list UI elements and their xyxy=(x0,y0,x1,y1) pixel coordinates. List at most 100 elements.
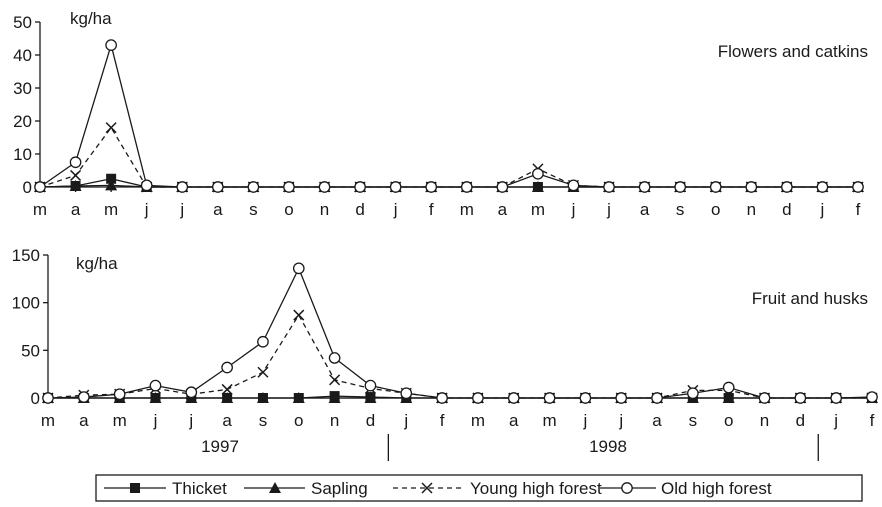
data-point-old-high-forest xyxy=(794,392,807,404)
data-point-old-high-forest xyxy=(567,179,580,192)
x-tick-label: n xyxy=(320,200,329,219)
data-point-old-high-forest xyxy=(211,181,224,193)
x-tick-label: j xyxy=(153,411,158,430)
x-tick-label: f xyxy=(870,411,875,430)
legend-label: Young high forest xyxy=(470,479,602,498)
x-tick-label: j xyxy=(188,411,193,430)
data-point-young-high-forest xyxy=(293,309,305,321)
y-tick-label: 50 xyxy=(21,341,40,360)
data-point-old-high-forest xyxy=(651,392,663,404)
x-tick-label: m xyxy=(471,411,485,430)
x-tick-label: m xyxy=(104,200,118,219)
y-tick-label: 10 xyxy=(13,145,32,164)
y-unit-label: kg/ha xyxy=(70,9,112,28)
series-markers-old-high-forest xyxy=(34,39,864,193)
x-tick-label: s xyxy=(689,411,698,430)
x-tick-label: j xyxy=(606,200,611,219)
data-point-old-high-forest xyxy=(745,181,758,193)
series-line-young-high-forest xyxy=(47,313,872,399)
data-point-old-high-forest xyxy=(149,379,162,392)
x-tick-label: j xyxy=(833,411,838,430)
data-point-old-high-forest xyxy=(318,181,331,193)
data-point-old-high-forest xyxy=(543,392,556,404)
y-tick-label: 150 xyxy=(12,246,40,265)
data-point-young-high-forest xyxy=(221,383,233,395)
legend-marker-young-high-forest xyxy=(421,482,433,494)
legend: Thicket Sapling Young high forest Old high … xyxy=(95,474,863,502)
data-point-old-high-forest xyxy=(507,392,520,404)
x-tick-label: m xyxy=(531,200,545,219)
data-point-old-high-forest xyxy=(69,156,82,169)
series-old-high-forest xyxy=(47,266,873,399)
data-point-old-high-forest xyxy=(496,181,509,193)
x-tick-label: d xyxy=(366,411,375,430)
y-unit-label: kg/ha xyxy=(76,254,118,273)
data-point-old-high-forest xyxy=(354,181,366,193)
x-tick-label: m xyxy=(41,411,55,430)
series-markers-thicket xyxy=(35,173,863,192)
x-tick-label: s xyxy=(259,411,268,430)
x-tick-label: j xyxy=(144,200,149,219)
data-point-old-high-forest xyxy=(460,181,473,193)
data-point-old-high-forest xyxy=(400,387,413,400)
data-point-old-high-forest xyxy=(34,181,46,193)
x-tick-label: d xyxy=(796,411,805,430)
data-point-old-high-forest xyxy=(328,352,341,364)
data-point-thicket xyxy=(106,173,117,184)
x-tick-label: j xyxy=(571,200,576,219)
legend-box xyxy=(95,474,863,502)
legend-label: Old high forest xyxy=(661,479,772,498)
data-point-old-high-forest xyxy=(722,381,735,394)
data-point-old-high-forest xyxy=(816,181,829,193)
data-point-old-high-forest xyxy=(283,181,295,193)
legend-label: Thicket xyxy=(172,479,227,498)
data-point-sapling xyxy=(149,392,162,403)
data-point-old-high-forest xyxy=(436,392,448,404)
series-young-high-forest xyxy=(39,126,858,188)
data-point-old-high-forest xyxy=(176,181,189,193)
data-point-sapling xyxy=(105,179,118,191)
data-point-old-high-forest xyxy=(781,181,793,193)
series-markers-thicket xyxy=(43,391,877,403)
legend-item-young-high-forest: Young high forest xyxy=(393,479,602,498)
series-young-high-forest xyxy=(47,313,872,399)
data-point-old-high-forest xyxy=(709,181,722,193)
series-markers-young-high-forest xyxy=(42,309,878,404)
data-point-old-high-forest xyxy=(603,181,615,193)
data-point-old-high-forest xyxy=(247,181,260,193)
x-tick-label: f xyxy=(440,411,445,430)
x-tick-label: n xyxy=(330,411,339,430)
y-tick-label: 50 xyxy=(13,13,32,32)
series-line-old-high-forest xyxy=(47,266,873,399)
x-tick-label: o xyxy=(294,411,303,430)
data-point-sapling xyxy=(292,392,305,403)
data-point-sapling xyxy=(256,392,269,403)
year-label-1997: 1997 xyxy=(201,437,239,456)
x-tick-label: a xyxy=(498,200,508,219)
data-point-young-high-forest xyxy=(329,374,341,386)
legend-item-sapling: Sapling xyxy=(244,479,368,498)
x-tick-label: m xyxy=(460,200,474,219)
legend-marker-old-high-forest xyxy=(621,482,633,494)
x-tick-label: o xyxy=(711,200,720,219)
x-tick-label: d xyxy=(355,200,364,219)
x-tick-label: a xyxy=(71,200,81,219)
series-line-young-high-forest xyxy=(39,126,858,188)
data-point-old-high-forest xyxy=(830,392,843,404)
legend-item-thicket: Thicket xyxy=(104,479,227,498)
data-point-old-high-forest xyxy=(615,392,628,404)
data-point-old-high-forest xyxy=(105,39,117,51)
data-point-young-high-forest xyxy=(70,169,82,181)
x-tick-label: a xyxy=(222,411,232,430)
data-point-old-high-forest xyxy=(257,335,269,348)
data-point-sapling xyxy=(531,181,544,192)
data-point-old-high-forest xyxy=(674,181,687,193)
data-point-sapling xyxy=(328,392,341,403)
x-tick-label: n xyxy=(760,411,769,430)
y-tick-label: 20 xyxy=(13,112,32,131)
data-point-old-high-forest xyxy=(77,391,90,403)
data-point-young-high-forest xyxy=(105,122,117,134)
data-point-sapling xyxy=(69,180,82,192)
data-point-old-high-forest xyxy=(185,386,198,399)
